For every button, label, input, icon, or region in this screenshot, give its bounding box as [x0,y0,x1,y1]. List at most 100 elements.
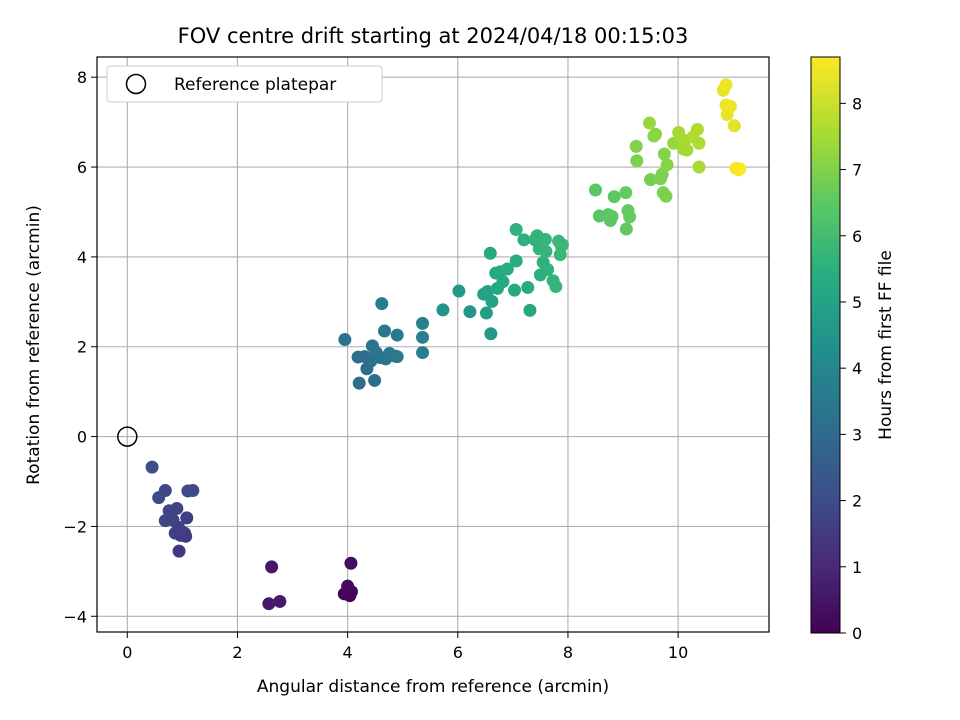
y-tick-label: 0 [77,428,87,447]
data-point [692,136,706,150]
legend-reference-icon [125,73,147,95]
data-point [390,328,404,342]
colorbar-tick-label: 6 [852,227,862,246]
legend: Reference platepar [106,65,383,103]
data-point [509,223,523,236]
data-point [690,122,704,136]
x-tick-label: 8 [563,643,573,662]
data-point [186,483,200,497]
reference-marker-group [117,426,138,447]
colorbar-label: Hours from first FF file [876,250,896,440]
data-point [338,333,352,347]
data-point [644,173,658,187]
data-points [145,78,747,611]
data-point [607,190,621,204]
data-point [344,556,358,570]
data-point [378,324,392,338]
colorbar: 0 1 2 3 4 5 6 7 8 Hours from first FF file [810,56,896,643]
x-tick-label: 4 [343,643,353,662]
data-point [158,483,172,497]
data-point [555,238,569,252]
colorbar-tick-label: 2 [852,492,862,511]
colorbar-tick-label: 3 [852,425,862,444]
data-point [508,283,522,297]
data-point [727,119,741,133]
data-point [483,246,497,260]
data-point [660,158,674,172]
x-tick-label: 2 [232,643,242,662]
y-tick-label: 8 [77,68,87,87]
data-point [174,524,188,538]
data-point [416,316,430,330]
chart-title: FOV centre drift starting at 2024/04/18 … [178,24,689,48]
data-point [463,305,477,319]
data-point [485,294,499,308]
data-point [500,262,514,276]
x-tick-label: 0 [122,643,132,662]
data-point [452,284,466,298]
data-point [619,186,633,200]
data-point [642,116,656,130]
data-point [605,209,619,223]
data-point [657,147,671,161]
data-point [630,154,644,168]
data-point [481,284,495,298]
x-tick-label: 10 [668,643,688,662]
data-point [588,183,602,197]
data-point [170,501,184,515]
data-point [680,143,694,157]
data-point [390,350,404,364]
x-axis-ticks: 0 2 4 6 8 10 [122,632,688,662]
data-point [723,99,737,113]
data-point [539,245,553,259]
data-point [523,303,537,317]
data-point [265,560,279,574]
data-point [180,511,194,525]
data-point [416,346,430,360]
data-point [484,327,498,341]
data-point [375,297,389,311]
data-point [659,189,673,203]
data-point [538,232,552,246]
data-point [733,162,747,176]
data-point [509,254,523,268]
data-point [496,275,510,289]
data-point [629,139,643,153]
y-tick-label: −4 [63,607,87,626]
data-point [339,586,353,600]
y-axis-label: Rotation from reference (arcmin) [24,205,44,485]
data-point [541,262,555,276]
x-axis-label: Angular distance from reference (arcmin) [257,677,609,697]
data-point [262,597,276,611]
data-point [517,233,531,247]
data-point [172,544,186,558]
colorbar-gradient [810,56,841,634]
grid-lines [97,57,769,632]
reference-platepar-marker [117,426,138,447]
data-point [719,78,733,92]
colorbar-tick-label: 8 [852,94,862,113]
data-point [416,330,430,344]
plot-frame [96,56,770,633]
data-point [549,280,563,294]
y-tick-label: 4 [77,248,87,267]
colorbar-tick-label: 1 [852,558,862,577]
data-point [273,594,287,608]
colorbar-tick-label: 7 [852,161,862,180]
legend-box [106,65,383,103]
data-point [623,210,637,224]
y-tick-label: −2 [63,517,87,536]
data-point [436,303,450,317]
data-point [352,376,366,390]
data-point [368,373,382,387]
data-point [479,306,493,320]
colorbar-tick-label: 0 [852,624,862,643]
y-axis-ticks: −4 −2 0 2 4 6 8 [63,68,97,626]
colorbar-tick-label: 4 [852,359,862,378]
data-point [649,127,663,141]
y-tick-label: 6 [77,158,87,177]
data-point [521,280,535,294]
data-point [619,222,633,236]
colorbar-ticks: 0 1 2 3 4 5 6 7 8 [840,94,862,643]
colorbar-tick-label: 5 [852,293,862,312]
